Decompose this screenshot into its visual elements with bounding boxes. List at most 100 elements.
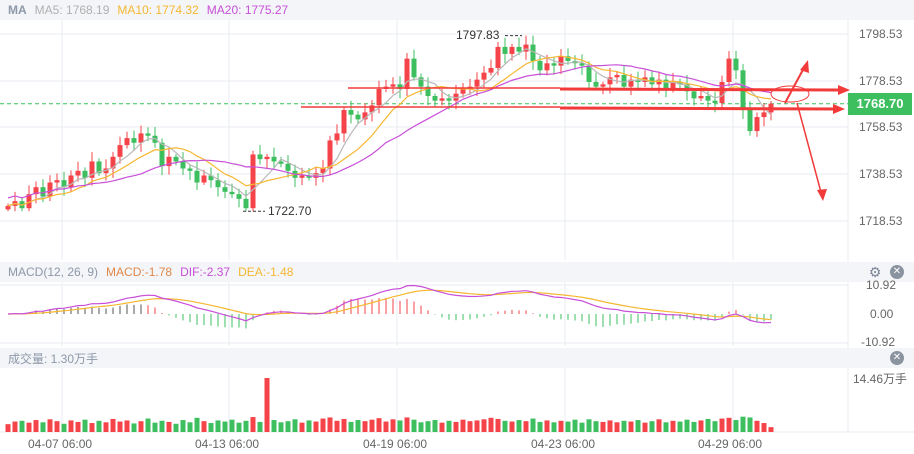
volume-bar [299, 422, 305, 432]
ma-label: MA [8, 3, 27, 17]
candle-body [187, 168, 193, 171]
volume-bar [642, 422, 648, 432]
candle-body [61, 180, 67, 188]
volume-bar [530, 418, 536, 432]
volume-bar [453, 421, 459, 432]
candle-body [257, 154, 263, 160]
dea-value: DEA:-1.48 [238, 265, 294, 279]
candle-body [369, 105, 375, 113]
candle-body [551, 63, 557, 66]
arrow-head [833, 104, 845, 114]
candle-body [754, 117, 760, 132]
volume-bar [54, 421, 60, 432]
volume-bar [607, 420, 613, 432]
candle-body [222, 187, 228, 192]
candle-body [621, 74, 627, 87]
down-arrow-head [817, 189, 827, 201]
candle-body [236, 194, 242, 199]
volume-bar [649, 421, 655, 432]
macd-value: MACD:-1.78 [106, 265, 173, 279]
down-arrow [796, 102, 823, 197]
volume-bar [404, 417, 410, 432]
volume-bar [96, 420, 102, 432]
candle-body [446, 98, 452, 101]
ma5-value: MA5: 1768.19 [34, 3, 110, 17]
volume-bar [495, 418, 501, 432]
high-price-label: 1797.83 [456, 28, 500, 42]
volume-bar [446, 420, 452, 432]
volume-bar [747, 417, 753, 432]
volume-bar [187, 422, 193, 432]
volume-bar [110, 418, 116, 432]
candle-body [593, 81, 599, 87]
volume-bar [586, 419, 592, 432]
candle-body [250, 154, 256, 209]
volume-bar [677, 421, 683, 432]
support-line [559, 106, 836, 111]
volume-bar [348, 421, 354, 432]
volume-bar [124, 420, 130, 432]
candle-body [5, 205, 11, 210]
volume-bar [467, 421, 473, 432]
ma20-line [7, 64, 772, 199]
highlight-ellipse [770, 85, 810, 103]
volume-bar [250, 417, 256, 432]
volume-bar [579, 422, 585, 432]
volume-bar [572, 419, 578, 432]
close-icon[interactable]: ✕ [890, 265, 904, 279]
volume-legend: 成交量: 1.30万手 ✕ [0, 348, 914, 368]
arrow-head [838, 85, 850, 95]
candle-body [502, 46, 508, 54]
volume-label: 成交量: 1.30万手 [8, 351, 99, 366]
candle-body [712, 100, 718, 104]
candle-body [565, 56, 571, 61]
candle-body [607, 77, 613, 85]
ma5-line [7, 48, 772, 207]
volume-bar [271, 420, 277, 432]
volume-bar [362, 421, 368, 432]
volume-bar [502, 420, 508, 432]
candle-body [761, 112, 767, 118]
candle-body [89, 161, 95, 178]
volume-bar [222, 421, 228, 432]
volume-bar [460, 419, 466, 432]
candle-body [54, 180, 60, 183]
gear-icon[interactable]: ⚙ [868, 264, 882, 280]
candle-body [355, 114, 361, 120]
volume-bar [229, 419, 235, 432]
candle-body [285, 163, 291, 171]
candle-body [719, 81, 725, 104]
candle-body [390, 84, 396, 87]
candle-body [432, 96, 438, 101]
volume-bar [383, 421, 389, 432]
candle-body [516, 46, 522, 52]
candle-body [733, 58, 739, 71]
candle-body [460, 89, 466, 94]
candle-body [726, 58, 732, 82]
volume-bar [166, 421, 172, 432]
candle-body [320, 168, 326, 174]
candle-body [40, 187, 46, 197]
candle-body [327, 140, 333, 169]
ma20-value: MA20: 1775.27 [206, 3, 289, 17]
low-price-label: 1722.70 [268, 204, 312, 218]
volume-bar [131, 423, 137, 432]
close-icon[interactable]: ✕ [890, 351, 904, 365]
volume-bar [117, 421, 123, 432]
candle-body [145, 133, 151, 136]
volume-bar [418, 422, 424, 432]
candle-body [537, 60, 543, 71]
candle-body [747, 110, 753, 132]
volume-bar [320, 418, 326, 432]
volume-bar [565, 421, 571, 432]
candle-body [47, 182, 53, 197]
volume-bar [509, 421, 515, 432]
volume-bar [376, 418, 382, 432]
volume-bar [138, 421, 144, 432]
candle-body [138, 133, 144, 143]
volume-bar [481, 419, 487, 432]
candle-body [558, 56, 564, 66]
candle-body [656, 79, 662, 85]
candle-body [488, 67, 494, 73]
